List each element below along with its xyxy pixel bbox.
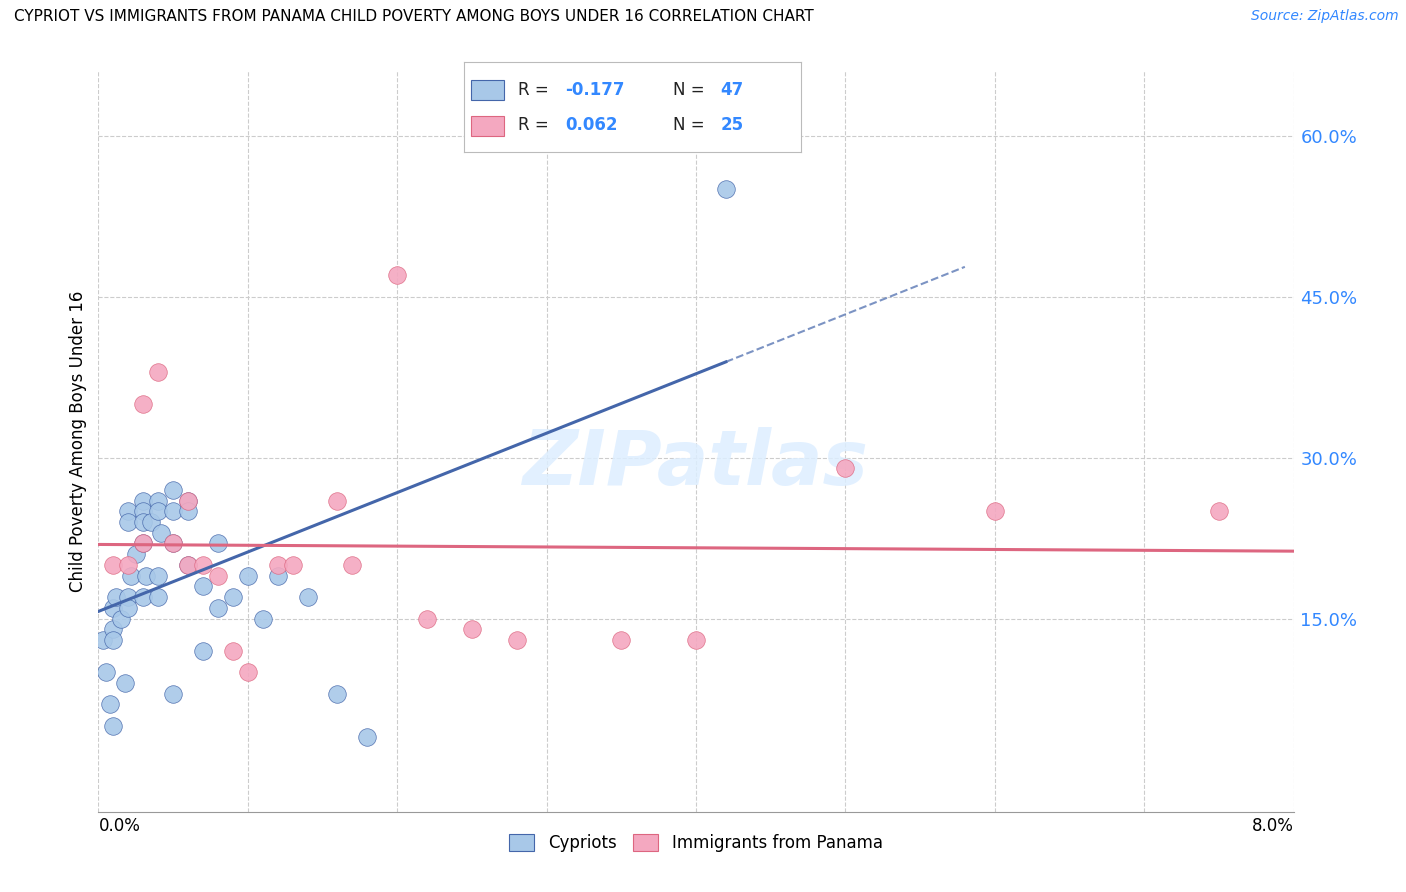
Point xyxy=(267,558,290,572)
Text: 47: 47 xyxy=(720,80,744,99)
Point xyxy=(416,611,439,625)
Point xyxy=(297,590,319,604)
Point xyxy=(222,590,245,604)
Text: N =: N = xyxy=(673,80,710,99)
Point xyxy=(252,611,274,625)
Point xyxy=(148,365,170,379)
Point xyxy=(103,633,125,648)
Point xyxy=(177,558,200,572)
Point xyxy=(207,568,229,582)
Point xyxy=(103,719,125,733)
Y-axis label: Child Poverty Among Boys Under 16: Child Poverty Among Boys Under 16 xyxy=(69,291,87,592)
Point xyxy=(162,536,184,550)
Point xyxy=(281,558,304,572)
Point xyxy=(162,483,184,497)
Point xyxy=(98,698,122,712)
Point xyxy=(117,515,139,529)
Point xyxy=(385,268,409,283)
Point xyxy=(132,504,155,518)
Text: N =: N = xyxy=(673,116,710,135)
Point xyxy=(267,568,290,582)
Text: Source: ZipAtlas.com: Source: ZipAtlas.com xyxy=(1251,9,1399,23)
Text: 25: 25 xyxy=(720,116,744,135)
Point xyxy=(162,504,184,518)
Point xyxy=(94,665,117,680)
Point xyxy=(120,568,142,582)
Point xyxy=(177,558,200,572)
Point xyxy=(236,665,259,680)
Point xyxy=(983,504,1005,518)
Text: CYPRIOT VS IMMIGRANTS FROM PANAMA CHILD POVERTY AMONG BOYS UNDER 16 CORRELATION : CYPRIOT VS IMMIGRANTS FROM PANAMA CHILD … xyxy=(14,9,814,24)
Point xyxy=(103,623,125,637)
Point xyxy=(191,579,214,593)
Point xyxy=(110,611,132,625)
Text: ZIPatlas: ZIPatlas xyxy=(523,426,869,500)
Point xyxy=(191,644,214,658)
Point xyxy=(105,590,128,604)
Bar xyxy=(471,116,505,136)
Point xyxy=(132,493,155,508)
Text: -0.177: -0.177 xyxy=(565,80,624,99)
Point xyxy=(506,633,529,648)
Text: 0.0%: 0.0% xyxy=(98,817,141,835)
Point xyxy=(1208,504,1230,518)
Point xyxy=(326,493,349,508)
Point xyxy=(148,590,170,604)
Point xyxy=(148,568,170,582)
Point xyxy=(117,504,139,518)
Point xyxy=(125,547,148,561)
Point xyxy=(148,493,170,508)
Point xyxy=(117,600,139,615)
Point xyxy=(132,536,155,550)
Point xyxy=(135,568,157,582)
Point xyxy=(685,633,707,648)
Point xyxy=(103,600,125,615)
Point xyxy=(326,687,349,701)
Point xyxy=(114,676,136,690)
Text: R =: R = xyxy=(517,116,554,135)
Point xyxy=(191,558,214,572)
Point xyxy=(177,493,200,508)
Point xyxy=(150,525,173,540)
Point xyxy=(162,687,184,701)
Text: 0.062: 0.062 xyxy=(565,116,617,135)
Point xyxy=(132,536,155,550)
Point xyxy=(610,633,633,648)
Point xyxy=(177,504,200,518)
Point xyxy=(117,590,139,604)
Point xyxy=(356,730,378,744)
Point xyxy=(236,568,259,582)
Point xyxy=(177,493,200,508)
Point xyxy=(117,558,139,572)
Point xyxy=(834,461,856,475)
Point xyxy=(162,536,184,550)
Text: 8.0%: 8.0% xyxy=(1251,817,1294,835)
Point xyxy=(132,590,155,604)
Point xyxy=(714,182,737,196)
Text: R =: R = xyxy=(517,80,554,99)
Point xyxy=(132,515,155,529)
Legend: Cypriots, Immigrants from Panama: Cypriots, Immigrants from Panama xyxy=(503,828,889,859)
Point xyxy=(103,558,125,572)
Point xyxy=(461,623,484,637)
Point xyxy=(222,644,245,658)
Point xyxy=(132,397,155,411)
Point xyxy=(207,536,229,550)
Bar xyxy=(471,80,505,100)
Point xyxy=(91,633,114,648)
Point xyxy=(148,504,170,518)
Point xyxy=(139,515,162,529)
Point xyxy=(207,600,229,615)
Point xyxy=(342,558,364,572)
